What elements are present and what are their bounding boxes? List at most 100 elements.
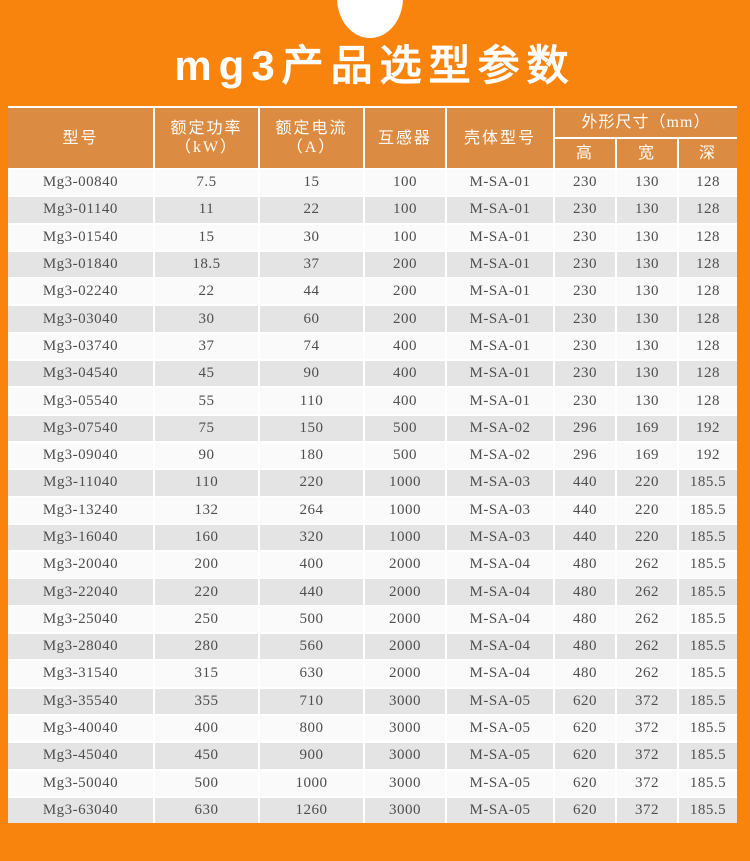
table-row: Mg3-02240 22 44 200 M-SA-01 230 130 128 <box>8 279 737 305</box>
table-cell: 130 <box>617 361 677 387</box>
table-row: Mg3-50040 500 1000 3000 M-SA-05 620 372 185.5 <box>8 770 737 796</box>
table-cell: M-SA-04 <box>447 634 553 660</box>
table-cell: M-SA-03 <box>447 524 553 551</box>
table-cell: 30 <box>260 224 363 250</box>
table-body: Mg3-00840 7.5 15 100 M-SA-01 230 130 128 Mg3-011… <box>8 168 737 824</box>
header-model: 型号 <box>8 108 153 168</box>
table-cell: M-SA-04 <box>447 606 553 633</box>
table-cell: M-SA-01 <box>447 279 553 305</box>
table-cell: 2000 <box>365 552 445 578</box>
table-cell: 2000 <box>365 661 445 687</box>
table-cell: 130 <box>617 251 677 278</box>
table-cell: 220 <box>617 524 677 551</box>
table-cell: 3000 <box>365 688 445 714</box>
header-rated-power: 额定功率 （kW） <box>155 108 258 168</box>
header-rated-power-unit: （kW） <box>174 139 239 156</box>
table-cell: 400 <box>365 388 445 414</box>
table-cell: 185.5 <box>679 579 737 605</box>
table-cell: 296 <box>555 415 615 441</box>
table-cell: Mg3-50040 <box>8 770 153 796</box>
table-cell: 500 <box>260 606 363 633</box>
table-cell: 1000 <box>260 770 363 796</box>
table-cell: 230 <box>555 333 615 360</box>
table-cell: 128 <box>679 333 737 360</box>
table-cell: M-SA-04 <box>447 552 553 578</box>
table-cell: 2000 <box>365 634 445 660</box>
table-cell: 320 <box>260 524 363 551</box>
table-cell: Mg3-13240 <box>8 497 153 523</box>
table-cell: Mg3-09040 <box>8 442 153 469</box>
table-cell: 480 <box>555 661 615 687</box>
table-cell: 900 <box>260 743 363 769</box>
table-cell: 60 <box>260 306 363 332</box>
table-cell: M-SA-05 <box>447 688 553 714</box>
table-cell: 620 <box>555 770 615 796</box>
table-cell: M-SA-01 <box>447 388 553 414</box>
table-cell: 192 <box>679 415 737 441</box>
table-cell: Mg3-02240 <box>8 279 153 305</box>
table-cell: M-SA-05 <box>447 797 553 824</box>
table-cell: 3000 <box>365 770 445 796</box>
table-cell: 500 <box>365 442 445 469</box>
header-dim-height: 高 <box>555 139 615 168</box>
table-cell: Mg3-16040 <box>8 524 153 551</box>
table-cell: 130 <box>617 388 677 414</box>
table-cell: 372 <box>617 688 677 714</box>
table-row: Mg3-01140 11 22 100 M-SA-01 230 130 128 <box>8 197 737 223</box>
table-cell: M-SA-03 <box>447 470 553 496</box>
table-cell: 180 <box>260 442 363 469</box>
header-dim-width: 宽 <box>617 139 677 168</box>
table-cell: 192 <box>679 442 737 469</box>
table-cell: 262 <box>617 606 677 633</box>
table-cell: 280 <box>155 634 258 660</box>
table-cell: 230 <box>555 361 615 387</box>
table-cell: Mg3-03740 <box>8 333 153 360</box>
table-cell: M-SA-05 <box>447 715 553 742</box>
table-cell: 220 <box>617 497 677 523</box>
table-cell: 230 <box>555 251 615 278</box>
table-cell: 1260 <box>260 797 363 824</box>
table-cell: 262 <box>617 634 677 660</box>
header-rated-current-label: 额定电流 <box>275 120 348 137</box>
table-cell: 169 <box>617 415 677 441</box>
table-cell: 185.5 <box>679 524 737 551</box>
table-cell: 620 <box>555 715 615 742</box>
table-cell: 620 <box>555 688 615 714</box>
table-cell: 185.5 <box>679 634 737 660</box>
table-cell: Mg3-35540 <box>8 688 153 714</box>
table-row: Mg3-63040 630 1260 3000 M-SA-05 620 372 185.5 <box>8 797 737 824</box>
table-cell: M-SA-05 <box>447 770 553 796</box>
table-row: Mg3-04540 45 90 400 M-SA-01 230 130 128 <box>8 361 737 387</box>
table-row: Mg3-40040 400 800 3000 M-SA-05 620 372 185.5 <box>8 715 737 742</box>
top-notch-decoration <box>337 0 403 38</box>
table-cell: M-SA-01 <box>447 361 553 387</box>
table-cell: 185.5 <box>679 661 737 687</box>
table-cell: 630 <box>155 797 258 824</box>
table-cell: 440 <box>260 579 363 605</box>
table-cell: Mg3-01140 <box>8 197 153 223</box>
table-cell: 90 <box>260 361 363 387</box>
table-cell: Mg3-20040 <box>8 552 153 578</box>
table-cell: 2000 <box>365 606 445 633</box>
table-cell: 200 <box>365 279 445 305</box>
table-cell: Mg3-01840 <box>8 251 153 278</box>
table-cell: 230 <box>555 388 615 414</box>
table-row: Mg3-16040 160 320 1000 M-SA-03 440 220 185.5 <box>8 524 737 551</box>
table-cell: 128 <box>679 170 737 196</box>
table-cell: 100 <box>365 197 445 223</box>
table-cell: 230 <box>555 306 615 332</box>
table-cell: 130 <box>617 170 677 196</box>
table-cell: M-SA-01 <box>447 251 553 278</box>
table-cell: Mg3-04540 <box>8 361 153 387</box>
table-cell: 3000 <box>365 715 445 742</box>
table-cell: 230 <box>555 197 615 223</box>
table-cell: 130 <box>617 333 677 360</box>
table-cell: 185.5 <box>679 797 737 824</box>
table-row: Mg3-20040 200 400 2000 M-SA-04 480 262 185.5 <box>8 552 737 578</box>
table-cell: 400 <box>155 715 258 742</box>
table-cell: Mg3-05540 <box>8 388 153 414</box>
table-cell: Mg3-28040 <box>8 634 153 660</box>
header-dim-depth: 深 <box>679 139 737 168</box>
table-row: Mg3-25040 250 500 2000 M-SA-04 480 262 185.5 <box>8 606 737 633</box>
